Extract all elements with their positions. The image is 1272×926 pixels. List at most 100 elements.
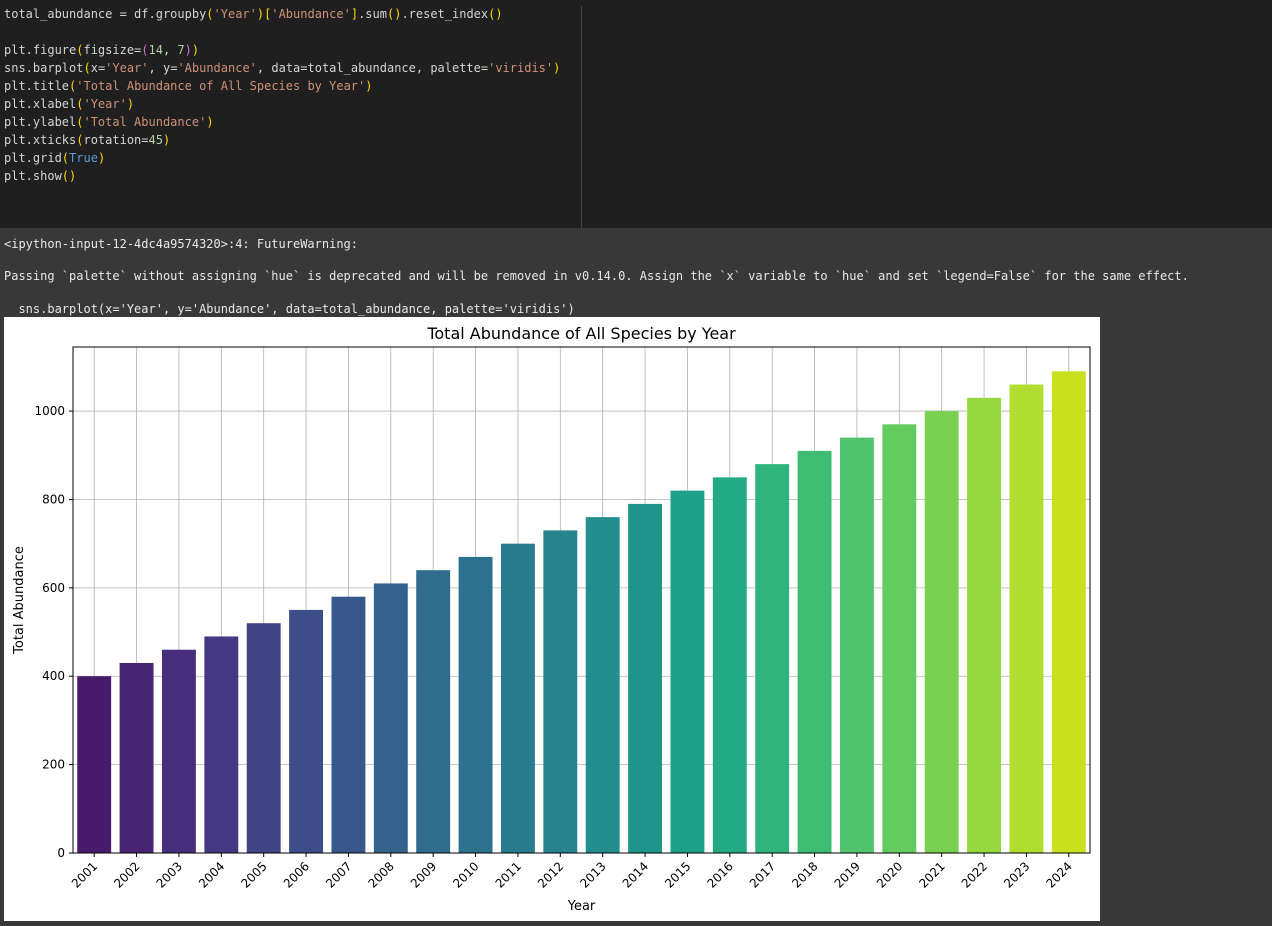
code-token: )	[191, 43, 200, 57]
code-token: (	[76, 133, 84, 147]
code-line: plt.xticks(rotation=45)	[4, 131, 170, 149]
bar-2010	[458, 556, 493, 853]
code-token: )	[553, 61, 561, 75]
code-token: plt.xlabel	[4, 97, 77, 111]
warning-source-line: sns.barplot(x='Year', y='Abundance', dat…	[4, 302, 575, 316]
bar-2011	[500, 543, 535, 853]
code-token: sns.barplot	[4, 61, 84, 75]
x-tick-label: 2023	[1001, 859, 1032, 890]
x-tick-label: 2024	[1043, 859, 1074, 890]
y-tick-label: 600	[42, 581, 65, 595]
code-token: (	[76, 43, 84, 57]
bar-2014	[628, 503, 663, 853]
bar-2019	[839, 437, 874, 853]
chart-figure: 0 200 400 600 800 1000 2001 2002 2003 2004 2005 200…	[4, 317, 1100, 921]
warning-message: Passing `palette` without assigning `hue…	[4, 269, 1189, 283]
code-token: (	[206, 7, 214, 21]
bar-chart: 0 200 400 600 800 1000 2001 2002 2003 2004 2005 200…	[12, 324, 1091, 914]
bar-2006	[289, 609, 324, 853]
code-token: 7	[177, 43, 185, 57]
code-cell[interactable]: total_abundance = df.groupby('Year')['Ab…	[0, 0, 1272, 228]
code-token: (	[76, 115, 84, 129]
y-tick-label: 200	[42, 758, 65, 772]
bar-2020	[882, 424, 917, 853]
bar-2013	[585, 517, 620, 853]
code-line: plt.figure(figsize=(14, 7))	[4, 41, 199, 59]
code-token: plt.title	[4, 79, 70, 93]
code-token: , data=total_abundance, palette=	[256, 61, 489, 75]
x-tick-label: 2018	[789, 859, 820, 890]
x-tick-label: 2016	[704, 859, 735, 890]
code-token: )	[365, 79, 373, 93]
code-token: )	[256, 7, 265, 21]
code-token: 'Total Abundance of All Species by Year'	[76, 79, 366, 93]
code-token: , y=	[148, 61, 178, 75]
code-token: total_abundance = df.groupby	[4, 7, 207, 21]
code-token: .sum	[358, 7, 387, 21]
code-token: ,	[162, 43, 178, 57]
x-tick-label: 2014	[620, 859, 651, 890]
x-tick-label: 2001	[69, 859, 100, 890]
x-tick-label: 2013	[577, 859, 608, 890]
code-token: plt.figure	[4, 43, 77, 57]
bar-2003	[161, 649, 196, 853]
x-tick-label: 2006	[281, 859, 312, 890]
code-token: (	[76, 97, 84, 111]
bar-2017	[755, 464, 790, 853]
code-cell-divider	[581, 6, 582, 228]
code-token: plt.xticks	[4, 133, 77, 147]
bar-2018	[797, 450, 832, 853]
code-line: plt.ylabel('Total Abundance')	[4, 113, 214, 131]
bar-2007	[331, 596, 366, 853]
code-line: total_abundance = df.groupby('Year')['Ab…	[4, 5, 503, 23]
bar-2009	[416, 570, 451, 853]
code-token: )	[206, 115, 214, 129]
code-token: plt.grid	[4, 151, 62, 165]
code-token: 'Year'	[83, 97, 127, 111]
code-token: (	[69, 79, 77, 93]
x-tick-label: 2017	[747, 859, 778, 890]
code-token: )	[162, 133, 171, 147]
code-token: 'Year'	[105, 61, 149, 75]
code-line: plt.title('Total Abundance of All Specie…	[4, 77, 372, 95]
bar-2004	[204, 636, 239, 853]
x-tick-label: 2011	[493, 859, 524, 890]
bar-2008	[373, 583, 408, 853]
x-tick-label: 2012	[535, 859, 566, 890]
bar-2016	[712, 477, 747, 853]
code-token: True	[69, 151, 98, 165]
y-tick-label: 1000	[34, 404, 65, 418]
code-token: 'viridis'	[488, 61, 554, 75]
code-token: rotation=	[83, 133, 149, 147]
code-token: )	[184, 43, 192, 57]
y-tick-label: 0	[57, 846, 65, 860]
code-token: 14	[148, 43, 163, 57]
x-tick-label: 2002	[111, 859, 142, 890]
code-line: sns.barplot(x='Year', y='Abundance', dat…	[4, 59, 560, 77]
bar-2024	[1051, 371, 1086, 853]
x-tick-label: 2022	[959, 859, 990, 890]
code-token: plt.show	[4, 169, 62, 183]
chart-title: Total Abundance of All Species by Year	[426, 324, 736, 343]
x-tick-label: 2010	[450, 859, 481, 890]
x-tick-label: 2003	[154, 859, 185, 890]
code-line: plt.grid(True)	[4, 149, 105, 167]
code-token: plt.ylabel	[4, 115, 77, 129]
y-axis-label: Total Abundance	[12, 546, 27, 655]
bar-2022	[967, 397, 1002, 853]
x-tick-label: 2005	[238, 859, 269, 890]
code-token: (	[61, 151, 70, 165]
x-tick-label: 2004	[196, 859, 227, 890]
bar-2005	[246, 623, 281, 853]
x-tick-label: 2019	[832, 859, 863, 890]
code-token: 'Year'	[213, 7, 257, 21]
warning-header: <ipython-input-12-4dc4a9574320>:4: Futur…	[4, 237, 359, 251]
code-token: [	[264, 7, 272, 21]
bar-2002	[119, 662, 154, 853]
code-token: figsize=	[83, 43, 142, 57]
code-token: 'Abundance'	[271, 7, 351, 21]
plot-frame	[72, 346, 1091, 854]
code-token: ()	[386, 7, 402, 21]
bar-2012	[543, 530, 578, 853]
bar-2021	[924, 411, 959, 853]
